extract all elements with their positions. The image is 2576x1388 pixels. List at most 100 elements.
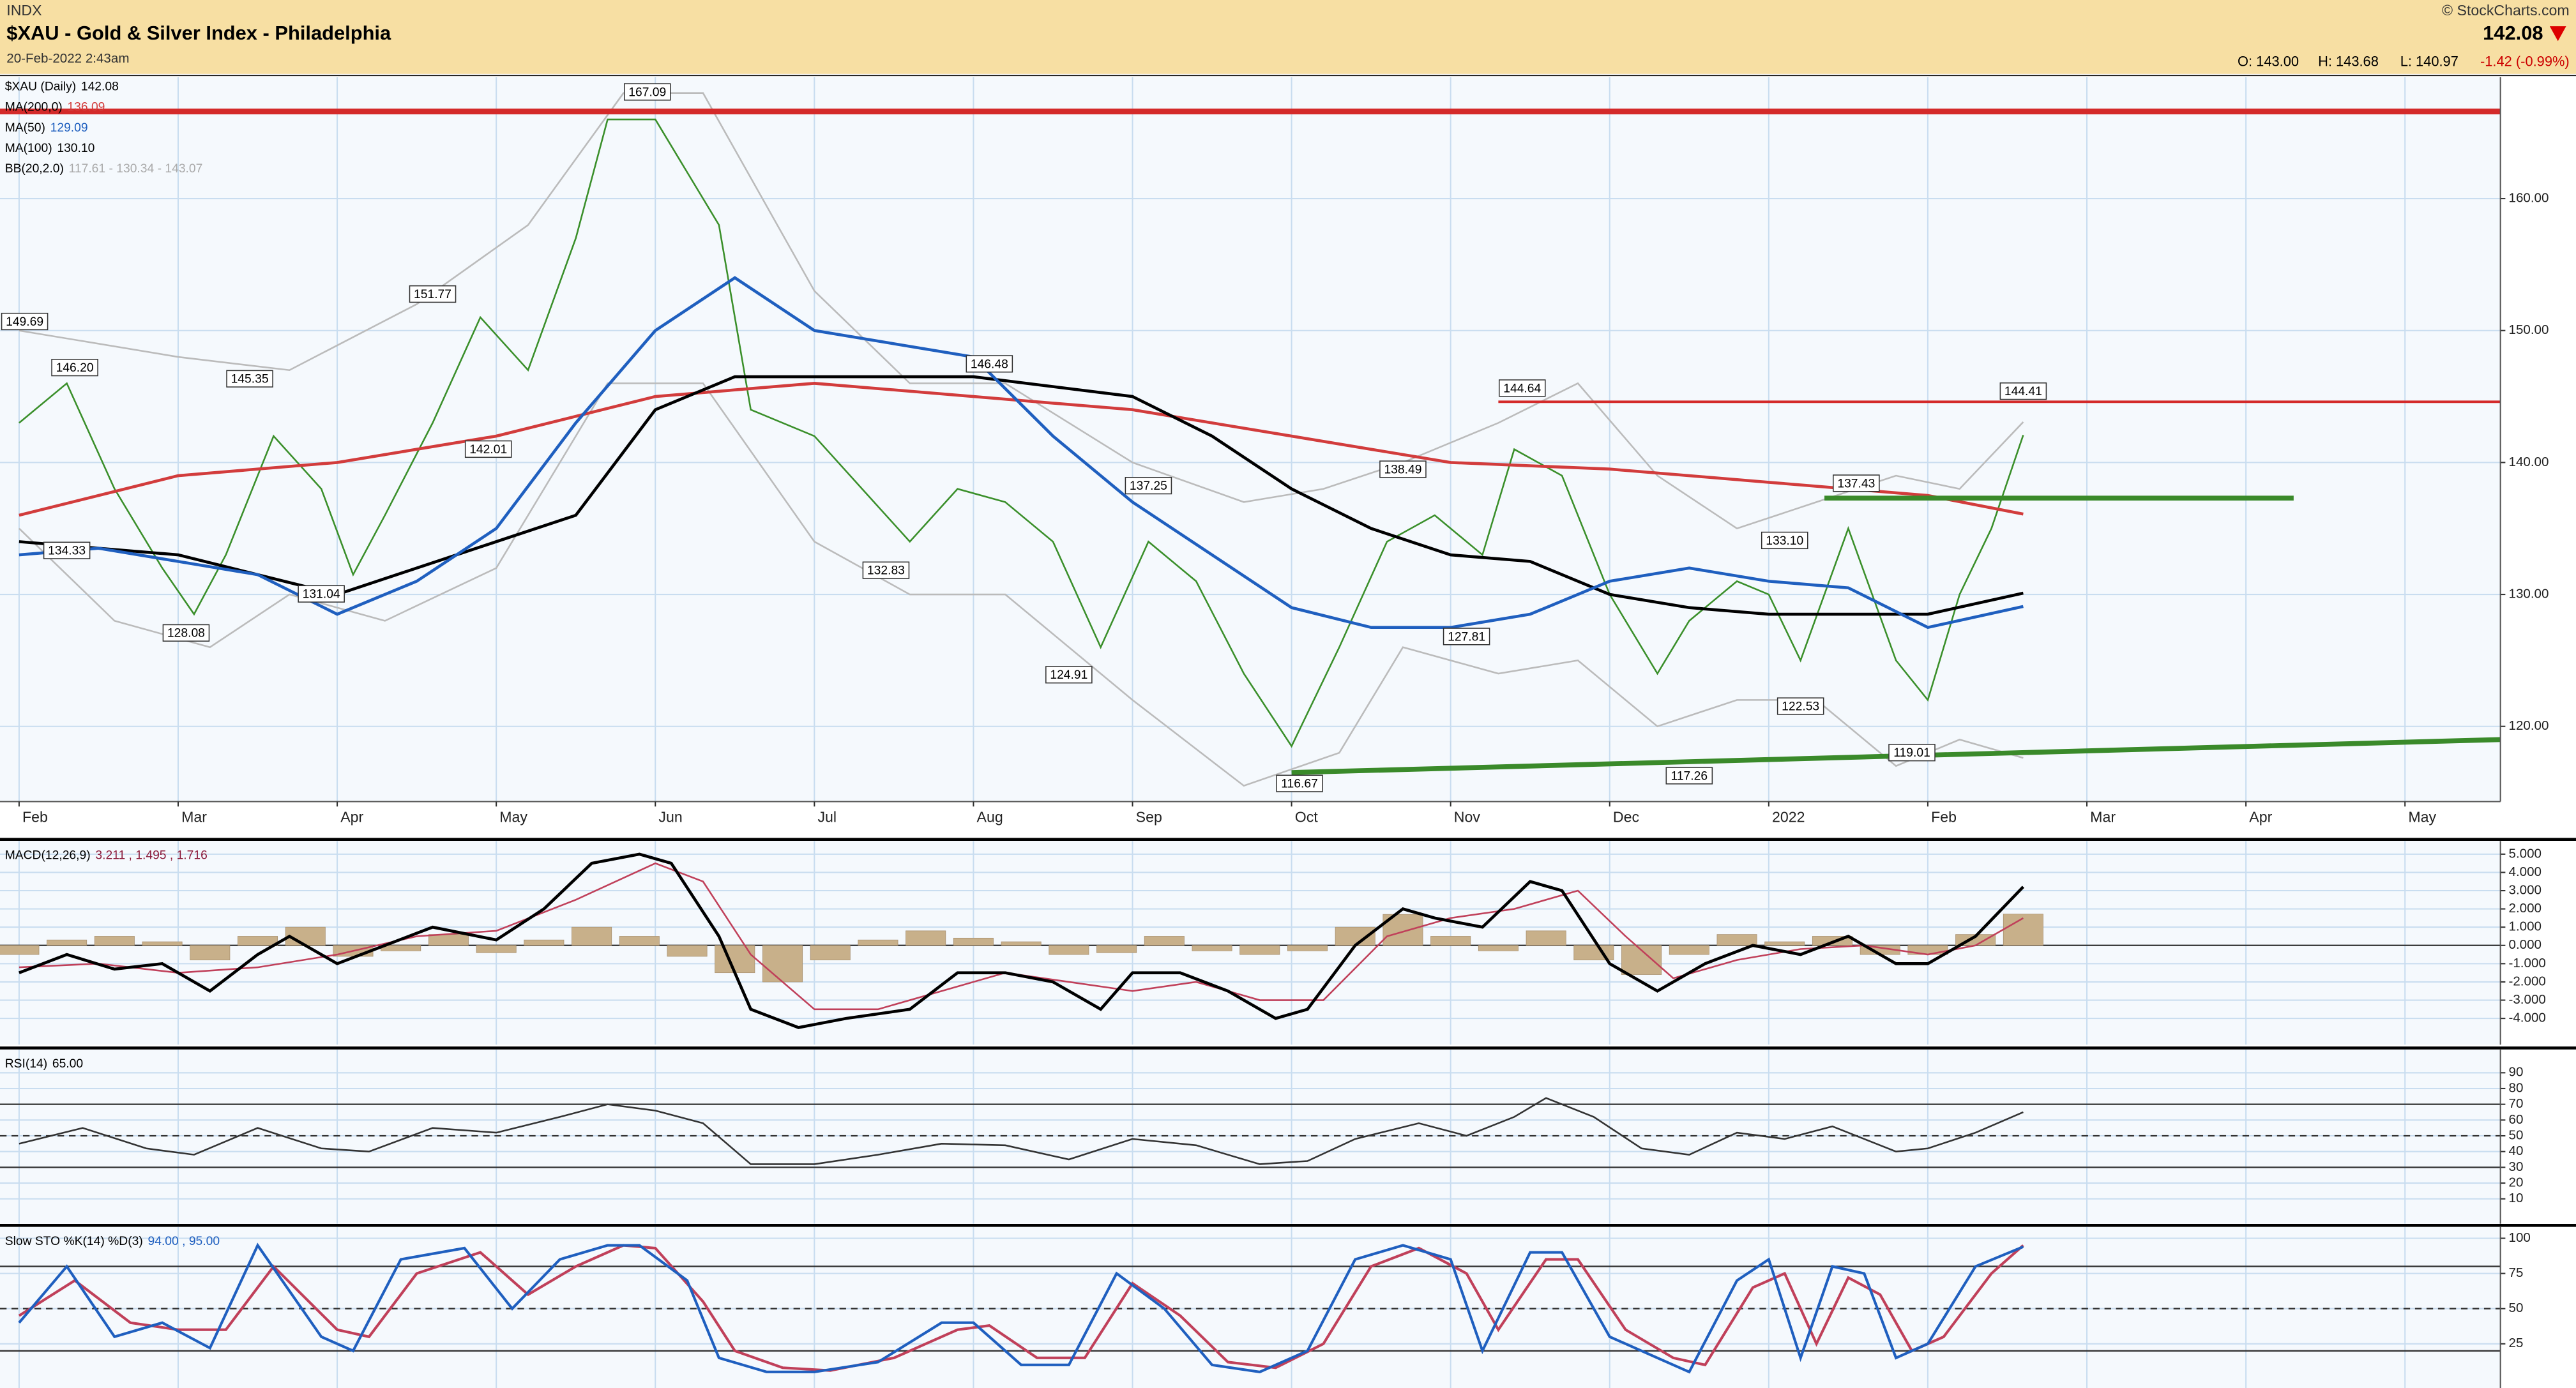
peak-label: 137.43 [1837, 477, 1875, 490]
histogram-bar [2003, 914, 2043, 946]
panel-background [0, 1050, 2501, 1224]
legend-value: 136.09 [67, 101, 105, 114]
y-tick-label: 40 [2509, 1143, 2524, 1158]
peak-label-box [1665, 767, 1713, 785]
peak-label: 128.08 [167, 627, 205, 640]
legend-name: BB(20,2.0) [5, 162, 64, 176]
histogram-bar [1764, 941, 1805, 946]
y-tick-label: 140.00 [2509, 455, 2549, 469]
histogram-bar [1430, 936, 1471, 946]
peak-label: 149.69 [6, 315, 43, 329]
histogram-bar [237, 936, 278, 946]
peak-label: 145.35 [231, 373, 269, 386]
histogram-bar [476, 945, 517, 953]
peak-label: 119.01 [1893, 746, 1930, 760]
x-tick-label: May [2408, 808, 2436, 825]
histogram-bar [572, 926, 612, 946]
histogram-bar [1001, 941, 1042, 946]
histogram-bar [1478, 945, 1519, 951]
peak-label-box [298, 585, 345, 603]
peak-label-box [409, 285, 457, 303]
x-tick-label: Feb [1931, 808, 1957, 825]
peak-label-box [1888, 744, 1936, 762]
histogram-bar [810, 945, 851, 961]
histogram-bar [1144, 936, 1185, 946]
y-tick-label: 120.00 [2509, 718, 2549, 733]
header-title: $XAU - Gold & Silver Index - Philadelphi… [6, 22, 391, 44]
legend-name: MACD(12,26,9) [5, 849, 91, 863]
x-tick-label: Sep [1136, 808, 1162, 825]
y-tick-label: -4.000 [2509, 1011, 2546, 1025]
peak-label-box [162, 624, 210, 642]
peak-label: 132.83 [867, 564, 905, 578]
peak-label: 146.48 [971, 358, 1008, 371]
x-tick-label: May [499, 808, 527, 825]
legend-name: $XAU (Daily) [5, 80, 76, 93]
peak-label: 131.04 [303, 588, 340, 601]
y-tick-label: 130.00 [2509, 586, 2549, 601]
y-tick-label: 80 [2509, 1080, 2524, 1095]
series-line [19, 118, 2024, 748]
histogram-bar [667, 945, 708, 957]
x-tick-label: Dec [1613, 808, 1639, 825]
peak-label-box [464, 440, 512, 458]
x-tick-label: Jul [817, 808, 837, 825]
y-tick-label: 5.000 [2509, 846, 2542, 861]
histogram-bar [619, 936, 660, 946]
histogram-bar [47, 939, 87, 946]
y-tick-label: 30 [2509, 1159, 2524, 1174]
histogram-bar [428, 934, 469, 946]
peak-label-box [1833, 474, 1880, 492]
histogram-bar [142, 941, 183, 946]
series-line [19, 1097, 2024, 1165]
high: H: 143.68 [2318, 54, 2379, 70]
y-tick-label: 50 [2509, 1128, 2524, 1142]
legend-name: MA(200,0) [5, 101, 63, 114]
histogram-bar [1669, 945, 1709, 955]
series-line [19, 382, 2024, 787]
peak-label-box [1276, 774, 1323, 792]
peak-label-box [1125, 477, 1172, 495]
histogram-bar [762, 945, 803, 983]
histogram-bar [1239, 945, 1280, 955]
y-tick-label: -2.000 [2509, 974, 2546, 988]
legend-value: 130.10 [57, 142, 95, 155]
y-tick-label: 90 [2509, 1065, 2524, 1080]
symbol-type: INDX [6, 2, 42, 19]
histogram-bar [0, 945, 40, 955]
peak-label: 142.01 [469, 443, 507, 456]
peak-label-box [966, 355, 1013, 373]
peak-label-box [43, 541, 91, 559]
peak-label-box [1, 312, 49, 331]
peak-label-box [1379, 460, 1427, 478]
peak-label-box [1999, 382, 2047, 400]
peak-label-box [1761, 531, 1808, 550]
series-line [18, 1244, 2024, 1372]
x-tick-label: Feb [22, 808, 48, 825]
peak-label: 117.26 [1671, 769, 1708, 783]
series-line [19, 382, 2024, 517]
histogram-bar [190, 945, 231, 961]
histogram-bar [1096, 945, 1137, 953]
peak-label-box [1498, 379, 1546, 397]
legend-value: 129.09 [50, 121, 88, 135]
series-line [19, 862, 2024, 1011]
histogram-bar [1192, 945, 1232, 951]
series-line [19, 852, 2025, 1029]
source: © StockCharts.com [2442, 2, 2570, 19]
peak-label: 124.91 [1050, 668, 1087, 682]
peak-label: 144.41 [2004, 385, 2042, 398]
peak-label-box [226, 370, 273, 388]
peak-label: 122.53 [1782, 700, 1819, 713]
x-tick-label: Jun [658, 808, 682, 825]
y-tick-label: 2.000 [2509, 901, 2542, 916]
header-bar [0, 0, 2576, 74]
peak-label-box [1443, 628, 1490, 645]
legend-value: 142.08 [81, 80, 119, 93]
y-tick-label: 0.000 [2509, 937, 2542, 952]
legend-value: 117.61 - 130.34 - 143.07 [69, 162, 203, 176]
legend-name: RSI(14) [5, 1057, 47, 1071]
legend-value: 65.00 [52, 1057, 83, 1071]
y-tick-label: -3.000 [2509, 992, 2546, 1007]
